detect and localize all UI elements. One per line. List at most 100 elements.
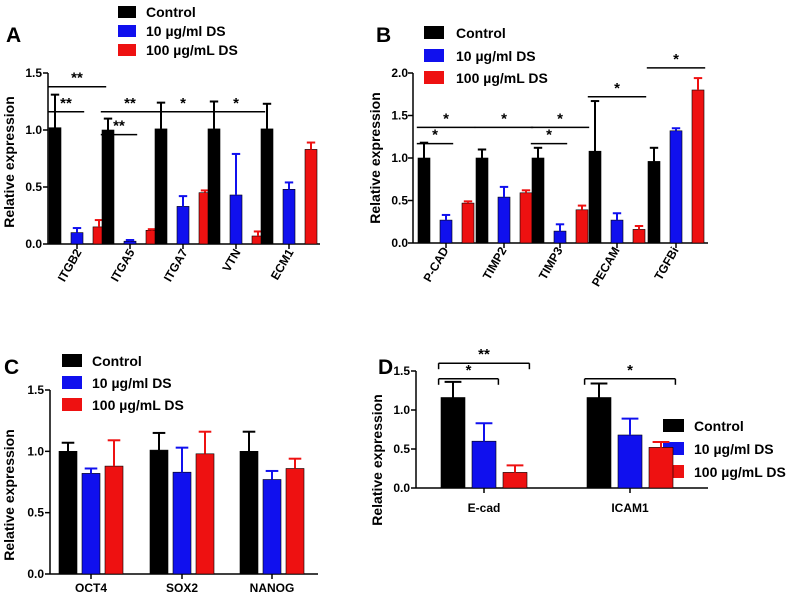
- legend-label-control: Control: [146, 4, 196, 20]
- category-label: OCT4: [75, 581, 107, 594]
- significance-label: *: [557, 110, 563, 127]
- bar: [285, 468, 305, 575]
- legend-swatch-100ug: [62, 398, 82, 411]
- category-label: E-cad: [468, 501, 501, 515]
- category-label: ICAM1: [611, 501, 649, 515]
- significance-label: *: [627, 362, 633, 379]
- legend-label-control: Control: [92, 353, 142, 369]
- significance-label: *: [443, 110, 449, 127]
- significance-label: **: [113, 118, 125, 135]
- bar: [497, 196, 511, 244]
- bar: [58, 450, 78, 575]
- legend-swatch-10ug: [424, 49, 444, 62]
- bar: [531, 157, 545, 244]
- bar: [669, 130, 683, 244]
- category-label: TIMP3: [536, 244, 566, 282]
- category-label: ECM1: [268, 246, 297, 282]
- y-tick-label: 0.0: [27, 567, 44, 581]
- y-tick-label: 0.5: [393, 442, 410, 456]
- y-tick-label: 0.0: [393, 481, 410, 495]
- category-label: ITGA5: [108, 246, 138, 284]
- category-label: TGFBi: [651, 245, 681, 283]
- bar: [519, 192, 533, 244]
- y-axis-label-b: Relative expression: [367, 92, 383, 224]
- bar: [81, 473, 101, 575]
- y-axis-label-c: Relative expression: [1, 429, 17, 561]
- y-tick-label: 1.5: [25, 66, 42, 80]
- legend-label-100ug: 100 µg/mL DS: [146, 42, 238, 58]
- category-label: ITGB2: [55, 246, 85, 284]
- significance-label: *: [233, 95, 239, 112]
- y-tick-label: 1.0: [25, 123, 42, 137]
- legend-label-100ug: 100 µg/mL DS: [92, 397, 184, 413]
- bar: [70, 232, 84, 245]
- bar: [691, 89, 705, 244]
- bar: [48, 127, 62, 245]
- bar: [648, 447, 674, 489]
- bar: [647, 161, 661, 244]
- bar: [439, 219, 453, 244]
- significance-label: *: [466, 362, 472, 379]
- bar: [461, 202, 475, 244]
- bar: [575, 209, 589, 244]
- bar: [632, 229, 646, 244]
- bar: [610, 219, 624, 244]
- bar: [553, 230, 567, 244]
- significance-label: **: [71, 70, 83, 87]
- bar: [475, 157, 489, 244]
- legend-swatch-100ug: [424, 71, 444, 84]
- category-label: TIMP2: [480, 244, 510, 282]
- legend-swatch-control: [663, 419, 684, 432]
- y-tick-label: 1.0: [27, 444, 44, 458]
- y-tick-label: 1.5: [391, 109, 408, 123]
- y-tick-label: 0.5: [25, 180, 42, 194]
- bar: [304, 149, 318, 245]
- category-label: PECAM: [589, 245, 623, 290]
- legend-label-10ug: 10 µg/ml DS: [694, 441, 774, 457]
- bar: [502, 472, 528, 489]
- bar: [617, 434, 643, 489]
- legend-label-control: Control: [456, 25, 506, 41]
- bar: [195, 453, 215, 575]
- y-axis-label-d: Relative expression: [369, 394, 385, 526]
- bar: [260, 128, 274, 245]
- y-tick-label: 1.0: [391, 151, 408, 165]
- legend-label-10ug: 10 µg/ml DS: [456, 48, 536, 64]
- panel-a: A Control 10 µg/ml DS 100 µg/mL DS Relat…: [1, 4, 320, 284]
- significance-label: *: [546, 127, 552, 144]
- bar: [149, 449, 169, 575]
- y-tick-label: 0.5: [27, 506, 44, 520]
- category-label: ITGA7: [161, 246, 191, 284]
- legend-label-10ug: 10 µg/ml DS: [146, 23, 226, 39]
- bar: [101, 129, 115, 245]
- legend-swatch-control: [424, 26, 444, 39]
- bar: [417, 157, 431, 244]
- y-tick-label: 0.0: [391, 236, 408, 250]
- bar: [172, 471, 192, 575]
- significance-label: **: [124, 95, 136, 112]
- legend-c: Control 10 µg/ml DS 100 µg/mL DS: [62, 353, 184, 413]
- category-label: P-CAD: [420, 244, 451, 284]
- legend-swatch-10ug: [118, 25, 136, 37]
- panel-b: B Control 10 µg/ml DS 100 µg/mL DS Relat…: [367, 24, 708, 289]
- category-label: VTN: [219, 247, 243, 275]
- panel-letter-d: D: [378, 356, 393, 379]
- bar: [207, 128, 221, 245]
- significance-label: *: [432, 127, 438, 144]
- y-axis-label-a: Relative expression: [1, 96, 17, 228]
- bar: [588, 150, 602, 244]
- panel-letter-c: C: [4, 356, 19, 379]
- bar: [440, 397, 466, 489]
- significance-label: *: [614, 80, 620, 97]
- bar: [229, 194, 243, 245]
- significance-label: **: [478, 346, 490, 363]
- bar: [176, 206, 190, 245]
- panel-letter-b: B: [376, 24, 391, 47]
- bar: [282, 189, 296, 245]
- legend-swatch-100ug: [118, 44, 136, 56]
- significance-label: *: [501, 110, 507, 127]
- legend-label-100ug: 100 µg/mL DS: [456, 70, 548, 86]
- panel-c: C Control 10 µg/ml DS 100 µg/mL DS Relat…: [1, 353, 318, 594]
- y-tick-label: 1.0: [393, 403, 410, 417]
- bar: [239, 450, 259, 575]
